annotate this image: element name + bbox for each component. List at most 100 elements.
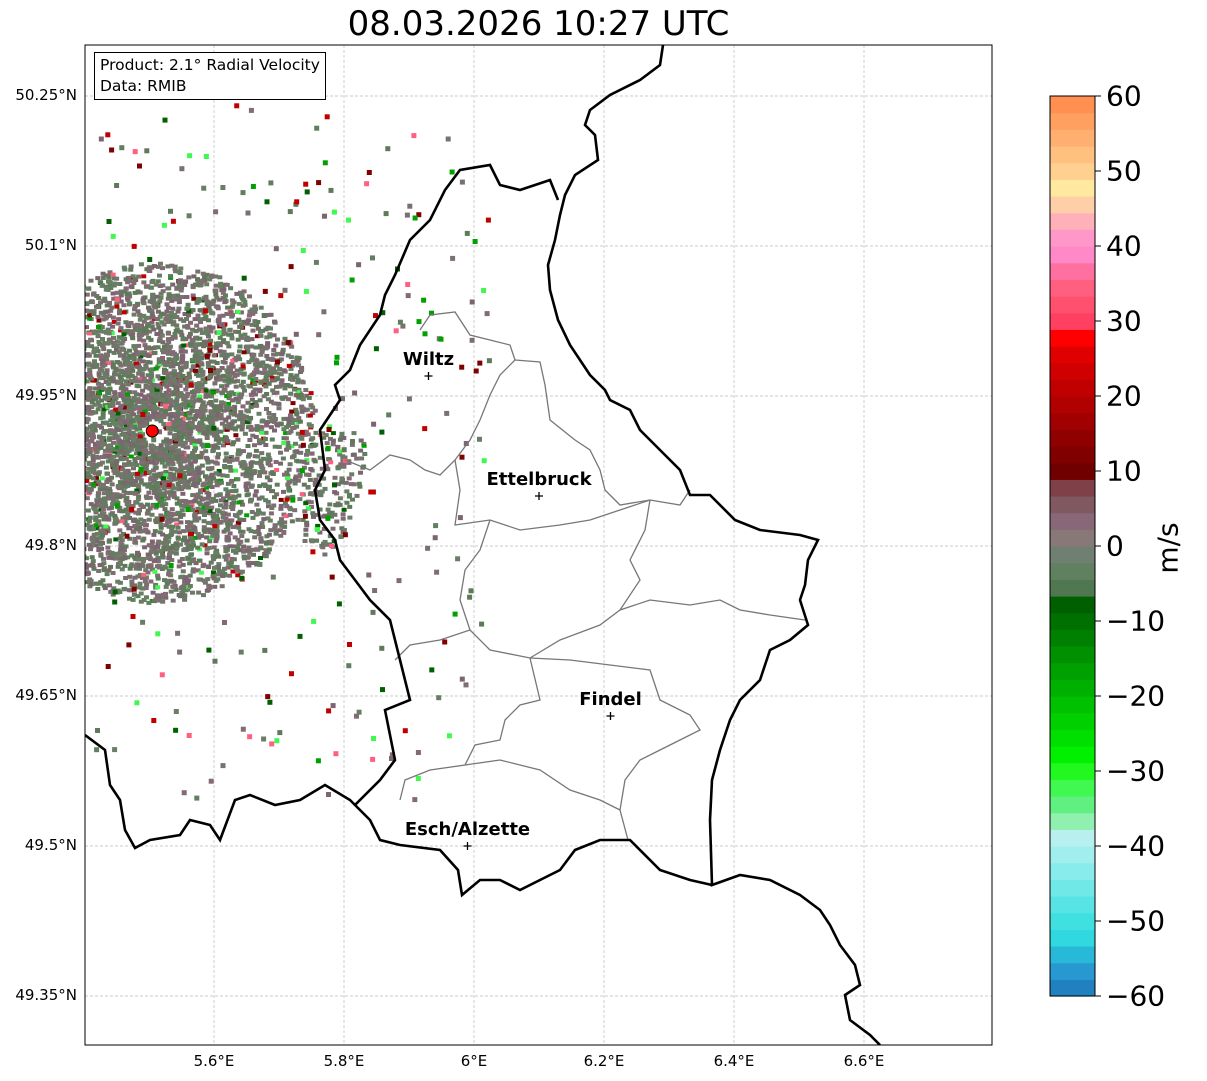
echo-pixel [266,411,272,415]
echo-pixel [235,477,241,482]
echo-pixel [297,497,303,502]
echo-pixel [181,318,187,323]
echo-pixel [94,423,100,428]
echo-pixel [151,302,157,307]
echo-pixel [180,491,186,496]
echo-pixel [113,422,119,427]
echo-pixel [309,539,315,544]
echo-pixel [48,348,53,352]
echo-pixel [77,579,82,583]
echo-pixel [67,360,72,364]
echo-pixel [223,293,228,298]
echo-pixel [111,296,117,301]
echo-pixel [104,358,110,363]
echo-pixel [301,459,307,464]
echo-pixel [359,456,365,461]
echo-pixel [141,441,146,446]
echo-pixel [85,493,87,498]
echo-pixel [218,429,224,434]
echo-pixel [177,530,182,535]
echo-pixel [226,561,232,566]
echo-pixel [107,300,112,305]
echo-pixel [165,351,171,356]
echo-pixel [64,409,69,413]
echo-pixel [282,520,288,525]
echo-pixel [269,437,275,442]
echo-pixel [66,453,71,457]
echo-pixel [324,466,330,471]
echo-pixel [121,405,127,410]
echo-pixel [182,504,188,509]
echo-pixel [136,410,142,415]
echo-pixel [127,404,133,409]
echo-pixel [36,452,41,456]
echo-pixel [166,371,172,376]
echo-pixel [112,465,118,470]
echo-pixel [166,455,172,459]
echo-pixel [258,361,264,366]
echo-pixel [78,399,83,403]
echo-pixel [128,378,134,383]
echo-pixel [201,496,207,501]
echo-pixel [206,545,212,550]
echo-pixel [181,470,187,475]
echo-pixel [204,551,210,556]
echo-pixel [56,381,61,385]
echo-pixel [110,324,116,329]
echo-pixel [139,374,145,379]
echo-pixel [135,497,141,502]
echo-pixel [220,515,226,520]
echo-pixel [111,276,117,281]
echo-pixel [103,485,109,490]
echo-pixel [73,375,78,379]
echo-pixel [214,433,220,438]
echo-pixel [246,545,252,550]
echo-pixel [130,597,136,602]
echo-pixel [7,392,12,396]
echo-pixel [94,526,100,531]
echo-pixel [203,449,209,454]
echo-pixel [139,522,145,526]
echo-pixel [259,349,265,354]
echo-pixel [112,341,118,345]
echo-pixel [268,312,274,317]
echo-pixel [201,503,207,508]
echo-pixel [207,530,213,535]
echo-pixel [347,504,353,509]
echo-pixel [108,286,114,290]
echo-pixel [170,322,176,327]
echo-pixel [105,529,111,534]
echo-pixel [166,439,172,444]
echo-pixel [101,491,107,496]
echo-pixel [288,377,293,381]
echo-pixel [119,391,125,396]
echo-pixel [123,379,129,384]
echo-pixel [66,436,71,440]
echo-pixel [279,517,284,522]
echo-pixel [78,410,83,414]
echo-pixel [13,448,18,452]
echo-pixel [21,433,26,437]
echo-pixel [212,584,218,589]
echo-pixel [68,556,73,560]
echo-pixel [31,434,36,438]
echo-pixel [286,480,292,485]
echo-pixel [165,496,171,501]
echo-pixel [181,584,187,589]
echo-pixel [36,447,41,451]
echo-pixel [69,463,74,467]
echo-pixel [43,521,48,525]
echo-pixel [141,518,147,523]
echo-pixel [195,568,201,573]
echo-pixel [53,519,58,523]
echo-pixel [202,275,208,280]
echo-pixel [182,440,188,445]
echo-pixel [148,371,154,376]
echo-pixel [139,438,145,443]
echo-pixel [220,313,226,318]
echo-pixel [233,433,239,438]
echo-pixel [271,413,277,417]
echo-pixel [199,342,205,347]
echo-pixel [239,392,245,397]
echo-pixel [246,313,252,318]
